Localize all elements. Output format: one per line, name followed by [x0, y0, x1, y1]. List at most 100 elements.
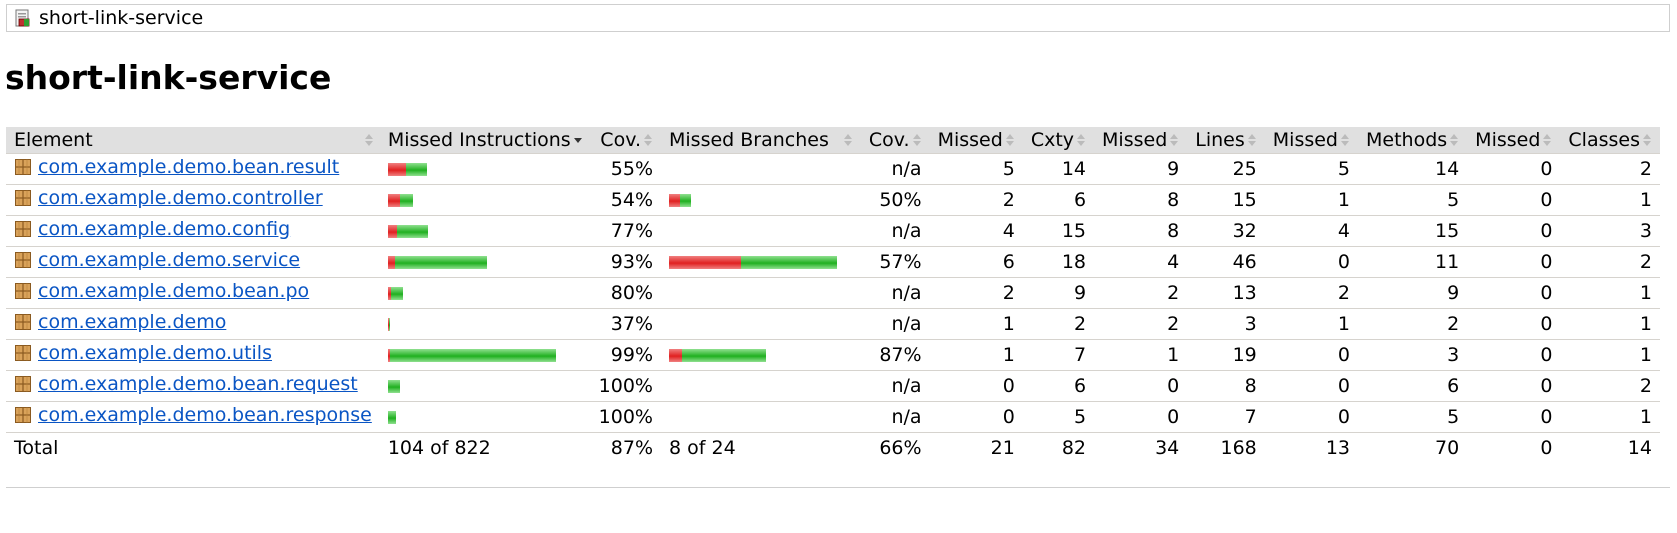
footer-divider	[6, 487, 1670, 488]
instructions-coverage: 54%	[590, 183, 661, 215]
instructions-coverage-bar	[387, 410, 396, 424]
instructions-coverage-bar	[387, 317, 390, 331]
package-link[interactable]: com.example.demo.bean.request	[38, 373, 358, 395]
complexity-missed: 0	[929, 369, 1023, 401]
methods-missed: 0	[1264, 245, 1358, 277]
classes-missed: 0	[1467, 183, 1561, 215]
sort-icon	[644, 134, 652, 147]
lines: 8	[1187, 369, 1265, 401]
classes-missed: 0	[1467, 152, 1561, 184]
instructions-coverage: 37%	[590, 307, 661, 339]
instructions-coverage-bar	[387, 348, 556, 362]
complexity: 5	[1022, 400, 1095, 432]
classes: 2	[1560, 369, 1660, 401]
header-branches-coverage[interactable]: Cov.	[860, 127, 930, 153]
lines: 3	[1187, 307, 1265, 339]
complexity-missed: 2	[929, 183, 1023, 215]
bar-covered-segment	[680, 193, 691, 207]
total-label: Total	[6, 431, 380, 463]
methods-missed: 1	[1264, 183, 1358, 215]
lines: 13	[1187, 276, 1265, 308]
missed-branches-bar-cell	[661, 276, 861, 308]
header-missed-instructions[interactable]: Missed Instructions	[379, 127, 591, 153]
package-icon	[15, 159, 31, 175]
total-lines-missed: 34	[1094, 431, 1188, 463]
breadcrumb-label[interactable]: short-link-service	[39, 7, 204, 29]
bar-missed-segment	[669, 255, 741, 269]
methods: 3	[1358, 338, 1468, 370]
instructions-coverage-bar	[387, 286, 403, 300]
bar-covered-segment	[389, 348, 556, 362]
header-complexity-missed[interactable]: Missed	[929, 127, 1023, 153]
classes-missed: 0	[1467, 214, 1561, 246]
complexity: 15	[1022, 214, 1095, 246]
instructions-coverage-bar	[387, 224, 428, 238]
header-methods[interactable]: Methods	[1358, 127, 1468, 153]
lines-missed: 2	[1094, 276, 1188, 308]
total-complexity: 82	[1022, 431, 1095, 463]
missed-instructions-bar-cell	[379, 307, 591, 339]
package-link[interactable]: com.example.demo.service	[38, 249, 301, 271]
package-link[interactable]: com.example.demo.config	[38, 218, 291, 240]
package-link[interactable]: com.example.demo.controller	[38, 187, 323, 209]
methods: 2	[1358, 307, 1468, 339]
header-missed-branches[interactable]: Missed Branches	[661, 127, 861, 153]
bar-missed-segment	[387, 317, 389, 331]
methods-missed: 1	[1264, 307, 1358, 339]
total-lines: 168	[1187, 431, 1265, 463]
table-row: com.example.demo.bean.result 55% n/a 5 1…	[6, 152, 1660, 184]
lines: 7	[1187, 400, 1265, 432]
lines-missed: 1	[1094, 338, 1188, 370]
complexity: 7	[1022, 338, 1095, 370]
table-row: com.example.demo.bean.response 100% n/a …	[6, 400, 1660, 432]
instructions-coverage-bar	[387, 193, 413, 207]
bar-covered-segment	[387, 410, 396, 424]
lines-missed: 0	[1094, 400, 1188, 432]
sort-icon	[1450, 134, 1459, 147]
header-complexity[interactable]: Cxty	[1022, 127, 1095, 153]
package-link[interactable]: com.example.demo	[38, 311, 227, 333]
instructions-coverage: 99%	[590, 338, 661, 370]
package-icon	[15, 252, 31, 268]
header-lines-missed[interactable]: Missed	[1094, 127, 1188, 153]
classes: 1	[1560, 338, 1660, 370]
lines: 32	[1187, 214, 1265, 246]
bar-covered-segment	[394, 255, 487, 269]
sort-icon	[1170, 134, 1179, 147]
header-methods-missed[interactable]: Missed	[1264, 127, 1358, 153]
page-title: short-link-service	[5, 58, 332, 97]
package-link[interactable]: com.example.demo.bean.po	[38, 280, 310, 302]
bar-missed-segment	[387, 193, 400, 207]
element-cell: com.example.demo.utils	[6, 338, 380, 370]
instructions-coverage-bar	[387, 255, 487, 269]
header-lines[interactable]: Lines	[1187, 127, 1265, 153]
lines: 25	[1187, 152, 1265, 184]
bar-missed-segment	[387, 348, 390, 362]
instructions-coverage: 77%	[590, 214, 661, 246]
missed-instructions-bar-cell	[379, 214, 591, 246]
bar-missed-segment	[387, 162, 406, 176]
package-link[interactable]: com.example.demo.utils	[38, 342, 272, 364]
header-element[interactable]: Element	[6, 127, 380, 153]
header-instructions-coverage[interactable]: Cov.	[590, 127, 661, 153]
lines: 15	[1187, 183, 1265, 215]
bar-covered-segment	[396, 224, 428, 238]
classes: 2	[1560, 245, 1660, 277]
lines: 46	[1187, 245, 1265, 277]
classes-missed: 0	[1467, 369, 1561, 401]
bar-missed-segment	[387, 224, 397, 238]
total-complexity-missed: 21	[929, 431, 1023, 463]
header-classes[interactable]: Classes	[1560, 127, 1660, 153]
complexity-missed: 4	[929, 214, 1023, 246]
sort-icon	[1005, 134, 1014, 147]
table-row: com.example.demo.controller 54% 50% 2 6 …	[6, 183, 1660, 215]
package-link[interactable]: com.example.demo.bean.response	[38, 404, 372, 426]
element-cell: com.example.demo.bean.request	[6, 369, 380, 401]
package-link[interactable]: com.example.demo.bean.result	[38, 156, 340, 178]
element-cell: com.example.demo.controller	[6, 183, 380, 215]
bar-missed-segment	[387, 286, 391, 300]
element-cell: com.example.demo.bean.response	[6, 400, 380, 432]
branches-coverage: n/a	[860, 369, 930, 401]
branches-coverage-bar	[669, 348, 766, 362]
header-classes-missed[interactable]: Missed	[1467, 127, 1561, 153]
